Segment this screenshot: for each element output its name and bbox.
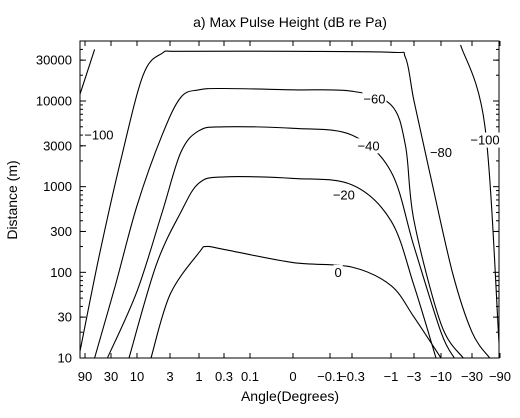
axis-ticks [80, 41, 501, 359]
contour-line [79, 49, 96, 95]
y-tick-label: 30000 [36, 53, 72, 68]
x-tick-label: −0.3 [339, 369, 365, 384]
x-tick-labels: 90 30 10 3 1 0.3 0.1 0 −0.1−0.3 −1 −3 −10 −30 −90 [78, 369, 511, 384]
contour-line [460, 44, 500, 343]
x-tick-label: 90 [78, 369, 92, 384]
x-tick-label: 0.1 [241, 369, 259, 384]
y-axis-label: Distance (m) [4, 160, 20, 239]
contour-line [150, 245, 442, 359]
y-tick-label: 10 [58, 351, 72, 366]
contour-lines [79, 44, 500, 359]
contour-label-bg [331, 187, 356, 203]
contour-label-bg [356, 138, 381, 154]
x-tick-label: −10 [430, 369, 452, 384]
contour-label: −60 [363, 92, 385, 107]
contour-line [128, 176, 437, 359]
y-tick-label: 100 [50, 265, 72, 280]
chart-title: a) Max Pulse Height (dB re Pa) [193, 14, 387, 30]
contour-label-bg [428, 145, 454, 161]
x-tick-label: 30 [104, 369, 118, 384]
contour-labels: 0 −20 −40 −60 −80 −100 −100 [83, 91, 501, 280]
contour-label-bg [469, 132, 501, 148]
contour-line [106, 126, 455, 359]
contour-label: 0 [335, 265, 342, 280]
x-tick-label: −1 [384, 369, 399, 384]
contour-label: −100 [470, 133, 499, 148]
y-tick-label: 10000 [36, 94, 72, 109]
x-tick-label: 3 [166, 369, 173, 384]
x-tick-label: 0.3 [215, 369, 233, 384]
y-tick-label: 300 [50, 224, 72, 239]
y-tick-labels: 10 30 100 300 1000 3000 10000 30000 [36, 53, 72, 366]
x-axis-label: Angle(Degrees) [241, 388, 339, 404]
contour-label-bg [362, 91, 387, 107]
y-tick-label: 3000 [43, 138, 72, 153]
contour-label: −20 [333, 187, 355, 202]
x-tick-label: 10 [130, 369, 144, 384]
x-tick-label: −0.1 [317, 369, 343, 384]
contour-line [79, 50, 491, 359]
x-tick-label: −3 [407, 369, 422, 384]
contour-line [94, 87, 464, 359]
plot-area: 0 −20 −40 −60 −80 −100 −100 [79, 40, 501, 359]
y-tick-label: 1000 [43, 179, 72, 194]
x-tick-label: 1 [195, 369, 202, 384]
contour-label: −80 [430, 145, 452, 160]
y-tick-label: 30 [58, 310, 72, 325]
x-tick-label: −90 [489, 369, 511, 384]
x-tick-label: −30 [461, 369, 483, 384]
contour-label: −100 [84, 128, 113, 143]
contour-label-bg [83, 127, 115, 143]
contour-label-bg [333, 264, 343, 280]
x-tick-label: 0 [289, 369, 296, 384]
contour-label: −40 [358, 138, 380, 153]
